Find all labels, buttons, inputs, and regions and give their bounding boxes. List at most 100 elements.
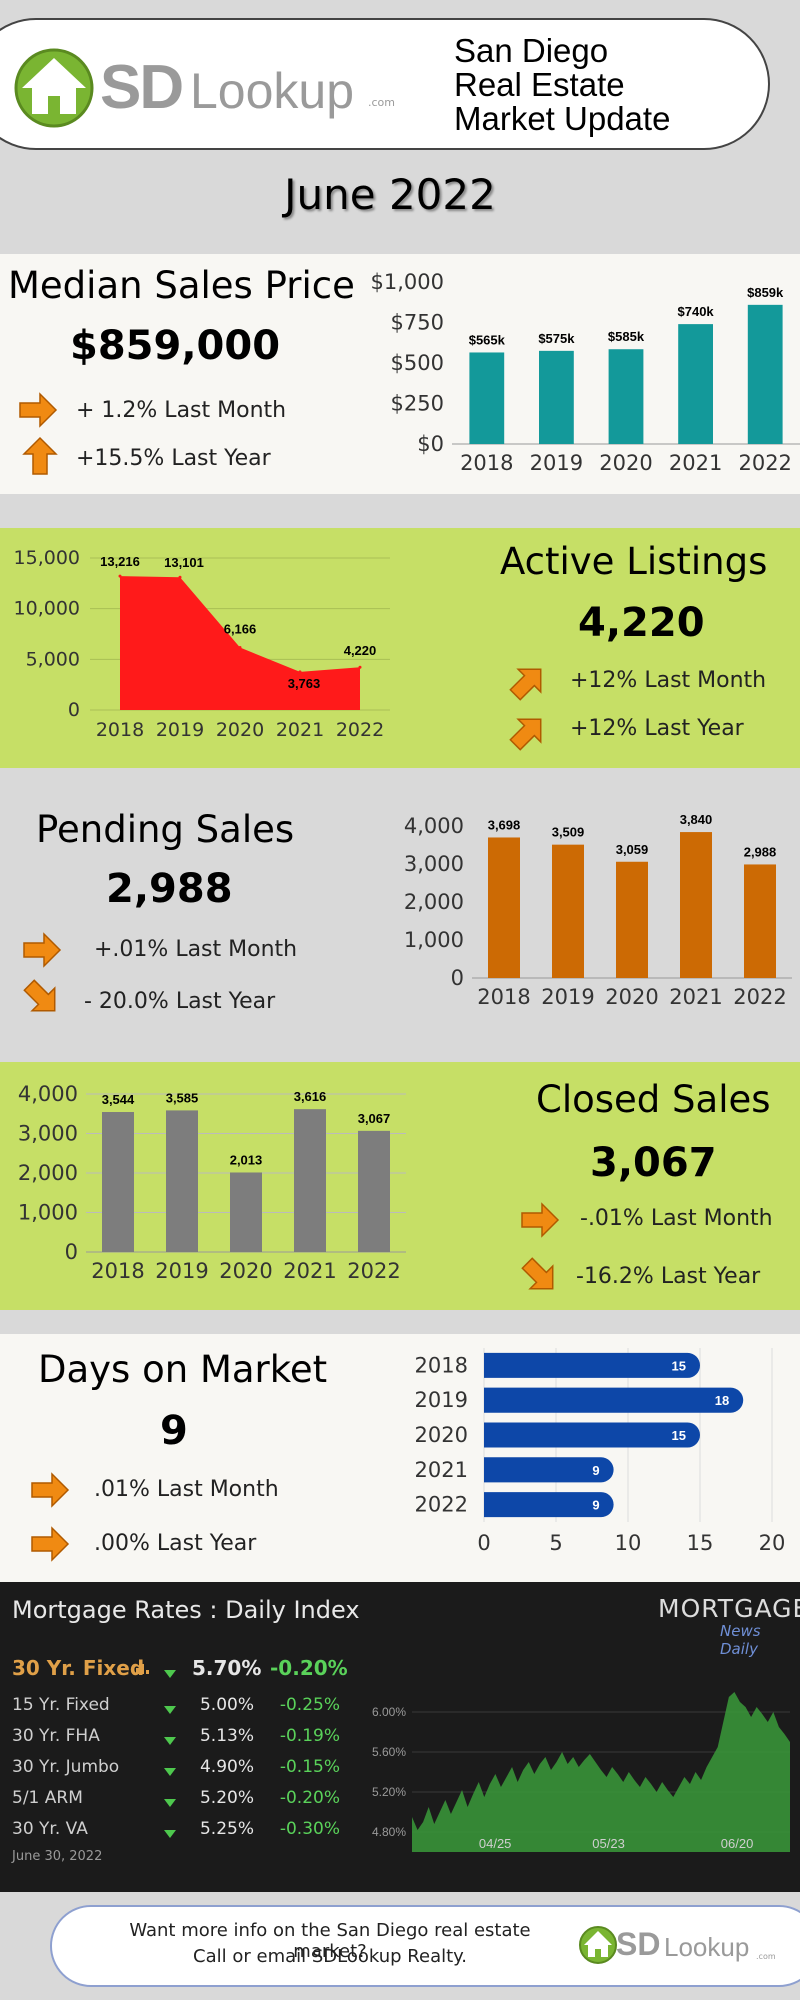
closed-sales-chart: 0 1,000 2,000 3,000 4,000 3,544 2018 3,585 2019 2… (18, 1082, 406, 1283)
mortgage-rate-chart: 6.00% 5.60% 5.20% 4.80% 04/25 05/23 06/20 (372, 1692, 790, 1852)
bar (747, 304, 783, 444)
y-tick-label: 0 (451, 966, 464, 990)
data-label: 9 (592, 1498, 599, 1513)
y-tick-label: 1,000 (404, 928, 464, 952)
y-tick-label: $1,000 (371, 270, 444, 294)
footer-logo-sd: SD (616, 1926, 661, 1962)
active-listings-value: 4,220 (578, 600, 705, 646)
rate-row-label-3: 30 Yr. Jumbo (12, 1757, 120, 1777)
logo-sd-text: SD (100, 53, 184, 122)
x-tick-label: 2019 (156, 719, 204, 741)
rate-row-rate-0: 5.70% (192, 1656, 262, 1680)
data-point (178, 575, 182, 579)
bar (680, 832, 712, 978)
bar (744, 864, 776, 978)
bar (294, 1109, 326, 1252)
closed-sales-value: 3,067 (590, 1140, 717, 1186)
x-tick-label: 0 (477, 1531, 490, 1555)
bar (484, 1492, 614, 1518)
y-tick-label: $250 (391, 392, 444, 416)
footer-logo-com: .com (756, 1952, 776, 1961)
arrow-right-icon (23, 932, 62, 968)
y-tick-label: $0 (417, 432, 444, 456)
down-triangle-icon (164, 1670, 176, 1678)
rate-row-change-1: -0.25% (279, 1695, 340, 1715)
bar (678, 324, 713, 444)
rate-row-rate-4: 5.20% (199, 1788, 254, 1808)
down-triangle-icon (164, 1706, 176, 1714)
median-price-panel (0, 254, 800, 494)
title-line-2: Real Estate (454, 66, 625, 103)
x-tick-label: 5 (549, 1531, 562, 1555)
mortgage-title: Mortgage Rates : Daily Index (12, 1596, 360, 1624)
arrow-down-right-icon (521, 1257, 554, 1290)
y-tick-label: 10,000 (14, 598, 80, 620)
x-tick-label: 2020 (599, 451, 652, 475)
x-tick-label: 04/25 (479, 1836, 512, 1851)
data-label: 3,698 (488, 817, 521, 832)
x-tick-label: 2018 (460, 451, 513, 475)
days-on-market-title: Days on Market (38, 1348, 328, 1391)
active-listings-chart: 0 5,000 10,000 15,000 13,216 2018 13,101 2019 6,… (14, 547, 390, 741)
y-tick-label: 1,000 (18, 1201, 78, 1225)
x-tick-label: 05/23 (592, 1836, 625, 1851)
data-label: $859k (747, 285, 784, 300)
data-label: 9 (592, 1463, 599, 1478)
footer-line-2: Call or email SDLookup Realty. (193, 1946, 467, 1967)
data-label: 2,013 (230, 1152, 263, 1167)
data-label: 3,544 (102, 1092, 135, 1107)
pending-sales-value: 2,988 (106, 866, 233, 912)
data-label: 18 (715, 1393, 729, 1408)
x-tick-label: 2022 (336, 719, 384, 741)
data-point (238, 646, 242, 650)
arrow-up-right-icon (509, 668, 542, 701)
bar (608, 349, 644, 444)
y-tick-label: 4.80% (372, 1825, 406, 1839)
x-tick-label: 2020 (219, 1259, 272, 1283)
footer-line-1: Want more info on the San Diego real est… (129, 1920, 531, 1962)
logo-lookup-text: Lookup (190, 63, 355, 119)
median-change-month: + 1.2% Last Month (76, 398, 287, 423)
data-point (298, 670, 302, 674)
x-tick-label: 2021 (669, 451, 722, 475)
y-tick-label: 2022 (415, 1493, 468, 1517)
dom-change-year: .00% Last Year (94, 1531, 257, 1556)
y-tick-label: 3,000 (404, 852, 464, 876)
y-tick-label: $500 (391, 351, 444, 375)
down-triangle-icon (164, 1799, 176, 1807)
median-price-title: Median Sales Price (8, 264, 355, 307)
bar (166, 1110, 198, 1252)
pending-sales-title: Pending Sales (36, 808, 295, 851)
data-label: 3,840 (680, 812, 713, 827)
x-tick-label: 2019 (530, 451, 583, 475)
pending-sales-chart: 0 1,000 2,000 3,000 4,000 3,698 2018 3,509 2019 3… (404, 812, 792, 1009)
data-label: 13,216 (100, 554, 140, 569)
bar (230, 1172, 262, 1252)
bar (358, 1130, 390, 1252)
logo-com-text: .com (368, 96, 395, 109)
y-tick-label: 0 (68, 699, 80, 721)
rate-row-change-0: -0.20% (270, 1656, 348, 1680)
x-tick-label: 2019 (155, 1259, 208, 1283)
x-tick-label: 2022 (738, 451, 791, 475)
y-tick-label: 4,000 (18, 1082, 78, 1106)
data-label: 3,763 (288, 676, 321, 691)
y-tick-label: 4,000 (404, 814, 464, 838)
data-label: 3,059 (616, 842, 649, 857)
bar (102, 1112, 134, 1252)
closed-change-year: -16.2% Last Year (576, 1264, 761, 1289)
x-tick-label: 20 (759, 1531, 786, 1555)
arrow-up-right-icon (509, 718, 542, 751)
bar (484, 1422, 700, 1448)
x-tick-label: 2021 (276, 719, 324, 741)
footer-logo-lookup: Lookup (664, 1932, 750, 1962)
mortgage-date: June 30, 2022 (12, 1849, 103, 1864)
down-triangle-icon (164, 1768, 176, 1776)
rate-row-label-0: 30 Yr. Fixed (12, 1656, 145, 1680)
rate-row-label-2: 30 Yr. FHA (12, 1726, 100, 1746)
y-tick-label: 5.60% (372, 1745, 406, 1759)
data-label: 15 (672, 1358, 686, 1373)
data-point (118, 574, 122, 578)
x-tick-label: 2021 (283, 1259, 336, 1283)
pending-change-year: - 20.0% Last Year (84, 989, 276, 1014)
